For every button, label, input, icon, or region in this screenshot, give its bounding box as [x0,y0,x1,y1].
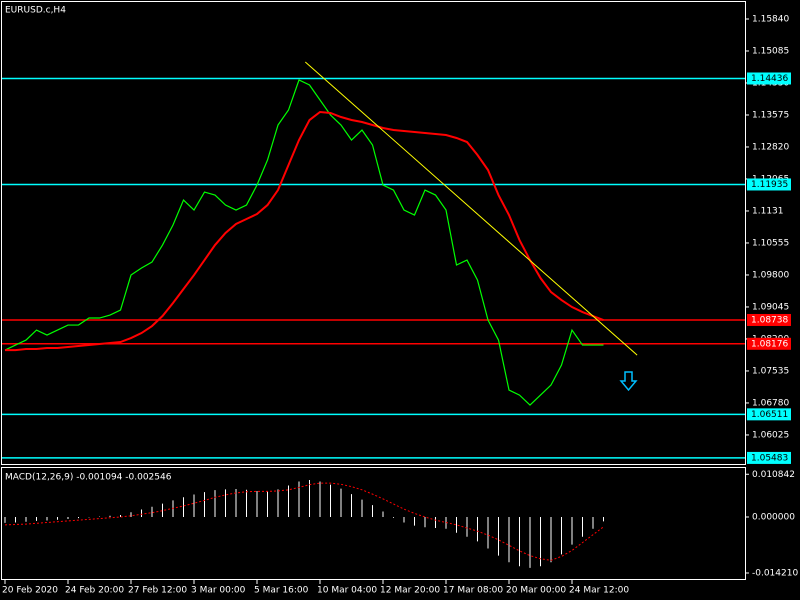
y-tick-label: 1.06025 [752,430,789,440]
y-tick-label: -0.014210 [752,568,798,578]
x-tick-label: 27 Feb 12:00 [128,586,187,596]
level-label: 1.06511 [751,410,788,420]
x-tick-label: 10 Mar 04:00 [317,586,377,596]
level-label: 1.11935 [751,180,788,190]
y-tick-label: 0.010842 [752,470,795,480]
y-tick-label: 1.15840 [752,14,789,24]
y-tick-label: 1.13575 [752,110,789,120]
level-label: 1.08738 [751,315,788,325]
signal-line [4,482,604,561]
y-tick-label: 1.10555 [752,238,789,248]
y-tick-label: 1.09800 [752,270,789,280]
price-line [4,79,604,406]
y-tick-label: 1.15085 [752,46,789,56]
x-tick-label: 5 Mar 16:00 [254,586,309,596]
x-tick-label: 17 Mar 08:00 [443,586,503,596]
level-label: 1.05483 [751,453,788,463]
level-label-box [747,337,791,350]
level-label-box [747,178,791,191]
x-tick-label: 24 Mar 12:00 [569,586,629,596]
level-label-box [747,313,791,326]
chart-title: EURUSD.c,H4 [5,6,66,16]
y-tick-label: 1.1131 [752,206,784,216]
main-pane-frame [1,1,746,465]
level-label-box [747,408,791,421]
level-label-box [747,451,791,464]
y-tick-label: 0.000000 [752,512,795,522]
y-tick-label: 1.09045 [752,302,789,312]
level-label: 1.08176 [751,339,788,349]
x-tick-label: 20 Feb 2020 [2,586,58,596]
trendline [304,61,638,356]
y-tick-label: 1.12820 [752,142,789,152]
y-tick-label: 1.06780 [752,398,789,408]
macd-pane-frame [1,467,746,580]
x-tick-label: 12 Mar 20:00 [380,586,440,596]
x-tick-label: 20 Mar 00:00 [506,586,566,596]
level-label: 1.14436 [751,74,788,84]
y-tick-label: 1.07535 [752,366,789,376]
macd-title: MACD(12,26,9) -0.001094 -0.002546 [5,473,172,483]
moving-average [5,110,604,352]
x-tick-label: 24 Feb 20:00 [65,586,124,596]
level-label-box [747,72,791,85]
sell-arrow [619,371,638,392]
x-tick-label: 3 Mar 00:00 [191,586,246,596]
